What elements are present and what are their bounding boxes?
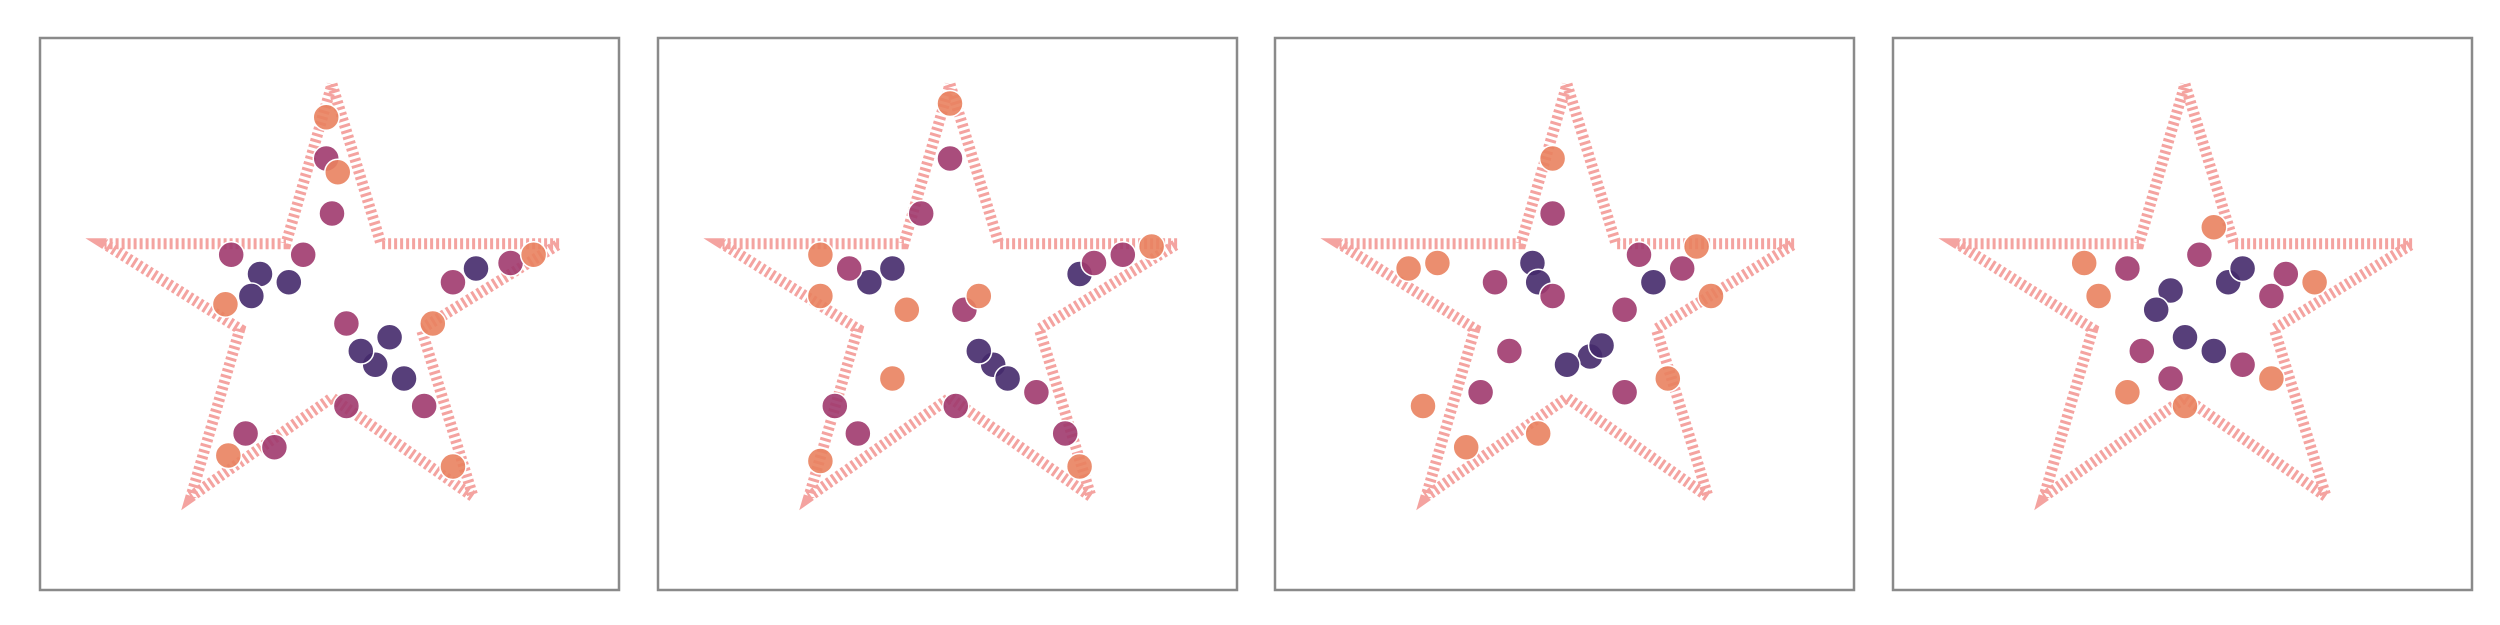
panel-frame	[1891, 36, 2474, 592]
point	[1409, 392, 1437, 420]
point	[2185, 241, 2214, 269]
point	[936, 89, 964, 118]
point	[2257, 282, 2286, 310]
point	[965, 282, 993, 310]
point	[318, 199, 346, 228]
point	[806, 282, 835, 310]
point	[907, 199, 935, 228]
point	[936, 144, 964, 173]
point	[324, 158, 352, 186]
point	[231, 419, 260, 448]
point	[1109, 241, 1137, 269]
point	[2156, 364, 2185, 393]
point	[312, 103, 340, 131]
star-outline	[1938, 82, 2432, 511]
point	[496, 249, 525, 277]
point	[821, 392, 849, 420]
point	[1080, 249, 1108, 277]
point	[2070, 249, 2098, 277]
point	[214, 441, 243, 470]
point	[806, 447, 835, 475]
panel	[38, 36, 621, 592]
point	[439, 268, 467, 296]
point	[217, 241, 245, 269]
point	[462, 254, 490, 283]
point	[419, 309, 447, 338]
point	[2272, 260, 2300, 288]
point	[1452, 433, 1480, 461]
point	[878, 364, 907, 393]
point	[2113, 378, 2142, 406]
point	[390, 364, 418, 393]
point	[1625, 241, 1653, 269]
point	[1587, 331, 1616, 360]
point	[1466, 378, 1495, 406]
panel	[1273, 36, 1856, 592]
point	[1423, 249, 1452, 277]
panel-frame	[1273, 36, 1856, 592]
point	[2171, 392, 2199, 420]
point	[2142, 296, 2170, 324]
point	[2228, 254, 2257, 283]
point	[2257, 364, 2286, 393]
point	[332, 392, 361, 420]
point	[275, 268, 303, 296]
point	[1137, 232, 1166, 261]
panel	[1891, 36, 2474, 592]
point	[289, 241, 317, 269]
point	[844, 419, 872, 448]
point	[1051, 419, 1079, 448]
panel	[656, 36, 1239, 592]
point	[519, 241, 548, 269]
point	[1524, 419, 1552, 448]
point	[237, 282, 266, 310]
point	[439, 452, 467, 481]
point	[347, 337, 375, 365]
point	[375, 323, 404, 351]
point	[1538, 199, 1567, 228]
point	[1481, 268, 1509, 296]
point	[1065, 452, 1094, 481]
point	[1639, 268, 1668, 296]
point	[2113, 254, 2142, 283]
point	[1654, 364, 1682, 393]
point	[2171, 323, 2199, 351]
point	[942, 392, 970, 420]
point	[1610, 296, 1639, 324]
point	[878, 254, 907, 283]
point	[965, 337, 993, 365]
point	[1610, 378, 1639, 406]
panel-frame	[656, 36, 1239, 592]
point	[410, 392, 438, 420]
point	[1538, 282, 1567, 310]
point	[993, 364, 1022, 393]
point	[260, 433, 289, 461]
point	[1022, 378, 1051, 406]
point	[893, 296, 921, 324]
point	[806, 241, 835, 269]
point	[1553, 351, 1581, 379]
point	[1697, 282, 1725, 310]
point	[2128, 337, 2156, 365]
point	[2228, 351, 2257, 379]
star-outline	[85, 82, 579, 511]
star-outline	[703, 82, 1197, 511]
star-outline	[1320, 82, 1814, 511]
point	[2300, 268, 2329, 296]
point	[2156, 276, 2185, 305]
point	[1538, 144, 1567, 173]
point	[2200, 213, 2228, 241]
point	[1682, 232, 1711, 261]
point	[2200, 337, 2228, 365]
point	[2084, 282, 2113, 310]
point	[1495, 337, 1524, 365]
point	[835, 254, 863, 283]
point	[1668, 254, 1696, 283]
point	[855, 268, 884, 296]
point	[1394, 254, 1423, 283]
point	[211, 290, 240, 318]
point	[332, 309, 361, 338]
